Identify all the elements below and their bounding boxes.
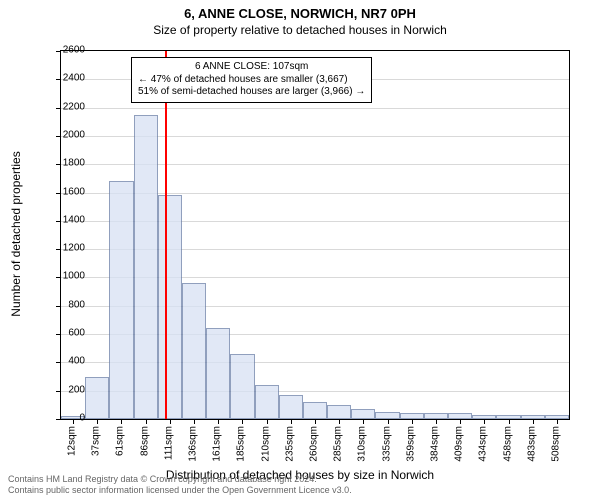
callout-box: 6 ANNE CLOSE: 107sqm ← 47% of detached h… [131,57,372,103]
chart-area: 6 ANNE CLOSE: 107sqm ← 47% of detached h… [60,50,570,420]
x-tick [509,419,510,424]
histogram-bar [109,181,133,419]
histogram-bar [279,395,303,419]
x-tick-label: 458sqm [502,426,513,462]
x-tick-label: 508sqm [550,426,561,462]
y-axis-label: Number of detached properties [9,151,23,316]
y-tick-label: 1600 [45,186,85,197]
x-tick [557,419,558,424]
gridline [61,108,569,109]
y-tick-label: 400 [45,356,85,367]
x-tick [242,419,243,424]
y-tick-label: 0 [45,413,85,424]
x-tick-label: 260sqm [309,426,320,462]
x-tick-label: 235sqm [284,426,295,462]
histogram-bar [134,115,158,419]
y-tick-label: 2200 [45,101,85,112]
histogram-bar [85,377,109,419]
x-tick-label: 136sqm [188,426,199,462]
x-tick-label: 359sqm [405,426,416,462]
x-tick-label: 111sqm [163,426,174,460]
x-tick [194,419,195,424]
x-tick [533,419,534,424]
x-tick [363,419,364,424]
x-tick [121,419,122,424]
x-tick [339,419,340,424]
x-tick-label: 310sqm [357,426,368,462]
y-tick-label: 800 [45,299,85,310]
x-tick-label: 86sqm [139,426,150,456]
y-tick-label: 1800 [45,158,85,169]
y-tick-label: 1000 [45,271,85,282]
x-tick [97,419,98,424]
x-tick-label: 12sqm [67,426,78,456]
footer-line2: Contains public sector information licen… [8,485,352,496]
x-tick [388,419,389,424]
x-tick [267,419,268,424]
histogram-bar [230,354,254,419]
x-tick-label: 61sqm [115,426,126,456]
x-tick [291,419,292,424]
x-tick-label: 335sqm [381,426,392,462]
y-tick-label: 600 [45,328,85,339]
x-tick-label: 37sqm [91,426,102,456]
x-tick-label: 483sqm [526,426,537,462]
x-tick [436,419,437,424]
plot-region [61,51,569,419]
y-tick-label: 1200 [45,243,85,254]
x-tick [315,419,316,424]
x-tick-label: 285sqm [333,426,344,462]
x-tick [170,419,171,424]
x-tick [460,419,461,424]
callout-line1: 6 ANNE CLOSE: 107sqm [138,61,365,74]
histogram-bar [158,195,182,419]
x-tick [412,419,413,424]
x-tick-label: 434sqm [478,426,489,462]
histogram-bar [375,412,399,419]
x-tick-label: 409sqm [454,426,465,462]
y-tick-label: 2600 [45,45,85,56]
footer-line1: Contains HM Land Registry data © Crown c… [8,474,352,485]
histogram-bar [206,328,230,419]
callout-line2: ← 47% of detached houses are smaller (3,… [138,74,365,87]
y-tick-label: 2400 [45,73,85,84]
x-tick [484,419,485,424]
footer: Contains HM Land Registry data © Crown c… [8,474,352,496]
x-tick-label: 210sqm [260,426,271,462]
histogram-bar [351,409,375,419]
x-tick-label: 185sqm [236,426,247,462]
x-tick [146,419,147,424]
x-tick-label: 161sqm [212,426,223,462]
page-subtitle: Size of property relative to detached ho… [0,21,600,37]
page-title: 6, ANNE CLOSE, NORWICH, NR7 0PH [0,0,600,21]
y-tick-label: 200 [45,384,85,395]
x-tick-label: 384sqm [429,426,440,462]
y-tick-label: 2000 [45,129,85,140]
histogram-bar [182,283,206,419]
histogram-bar [303,402,327,419]
property-marker-line [165,51,167,419]
y-tick-label: 1400 [45,214,85,225]
histogram-bar [255,385,279,419]
callout-line3: 51% of semi-detached houses are larger (… [138,86,365,99]
x-tick [218,419,219,424]
histogram-bar [327,405,351,419]
